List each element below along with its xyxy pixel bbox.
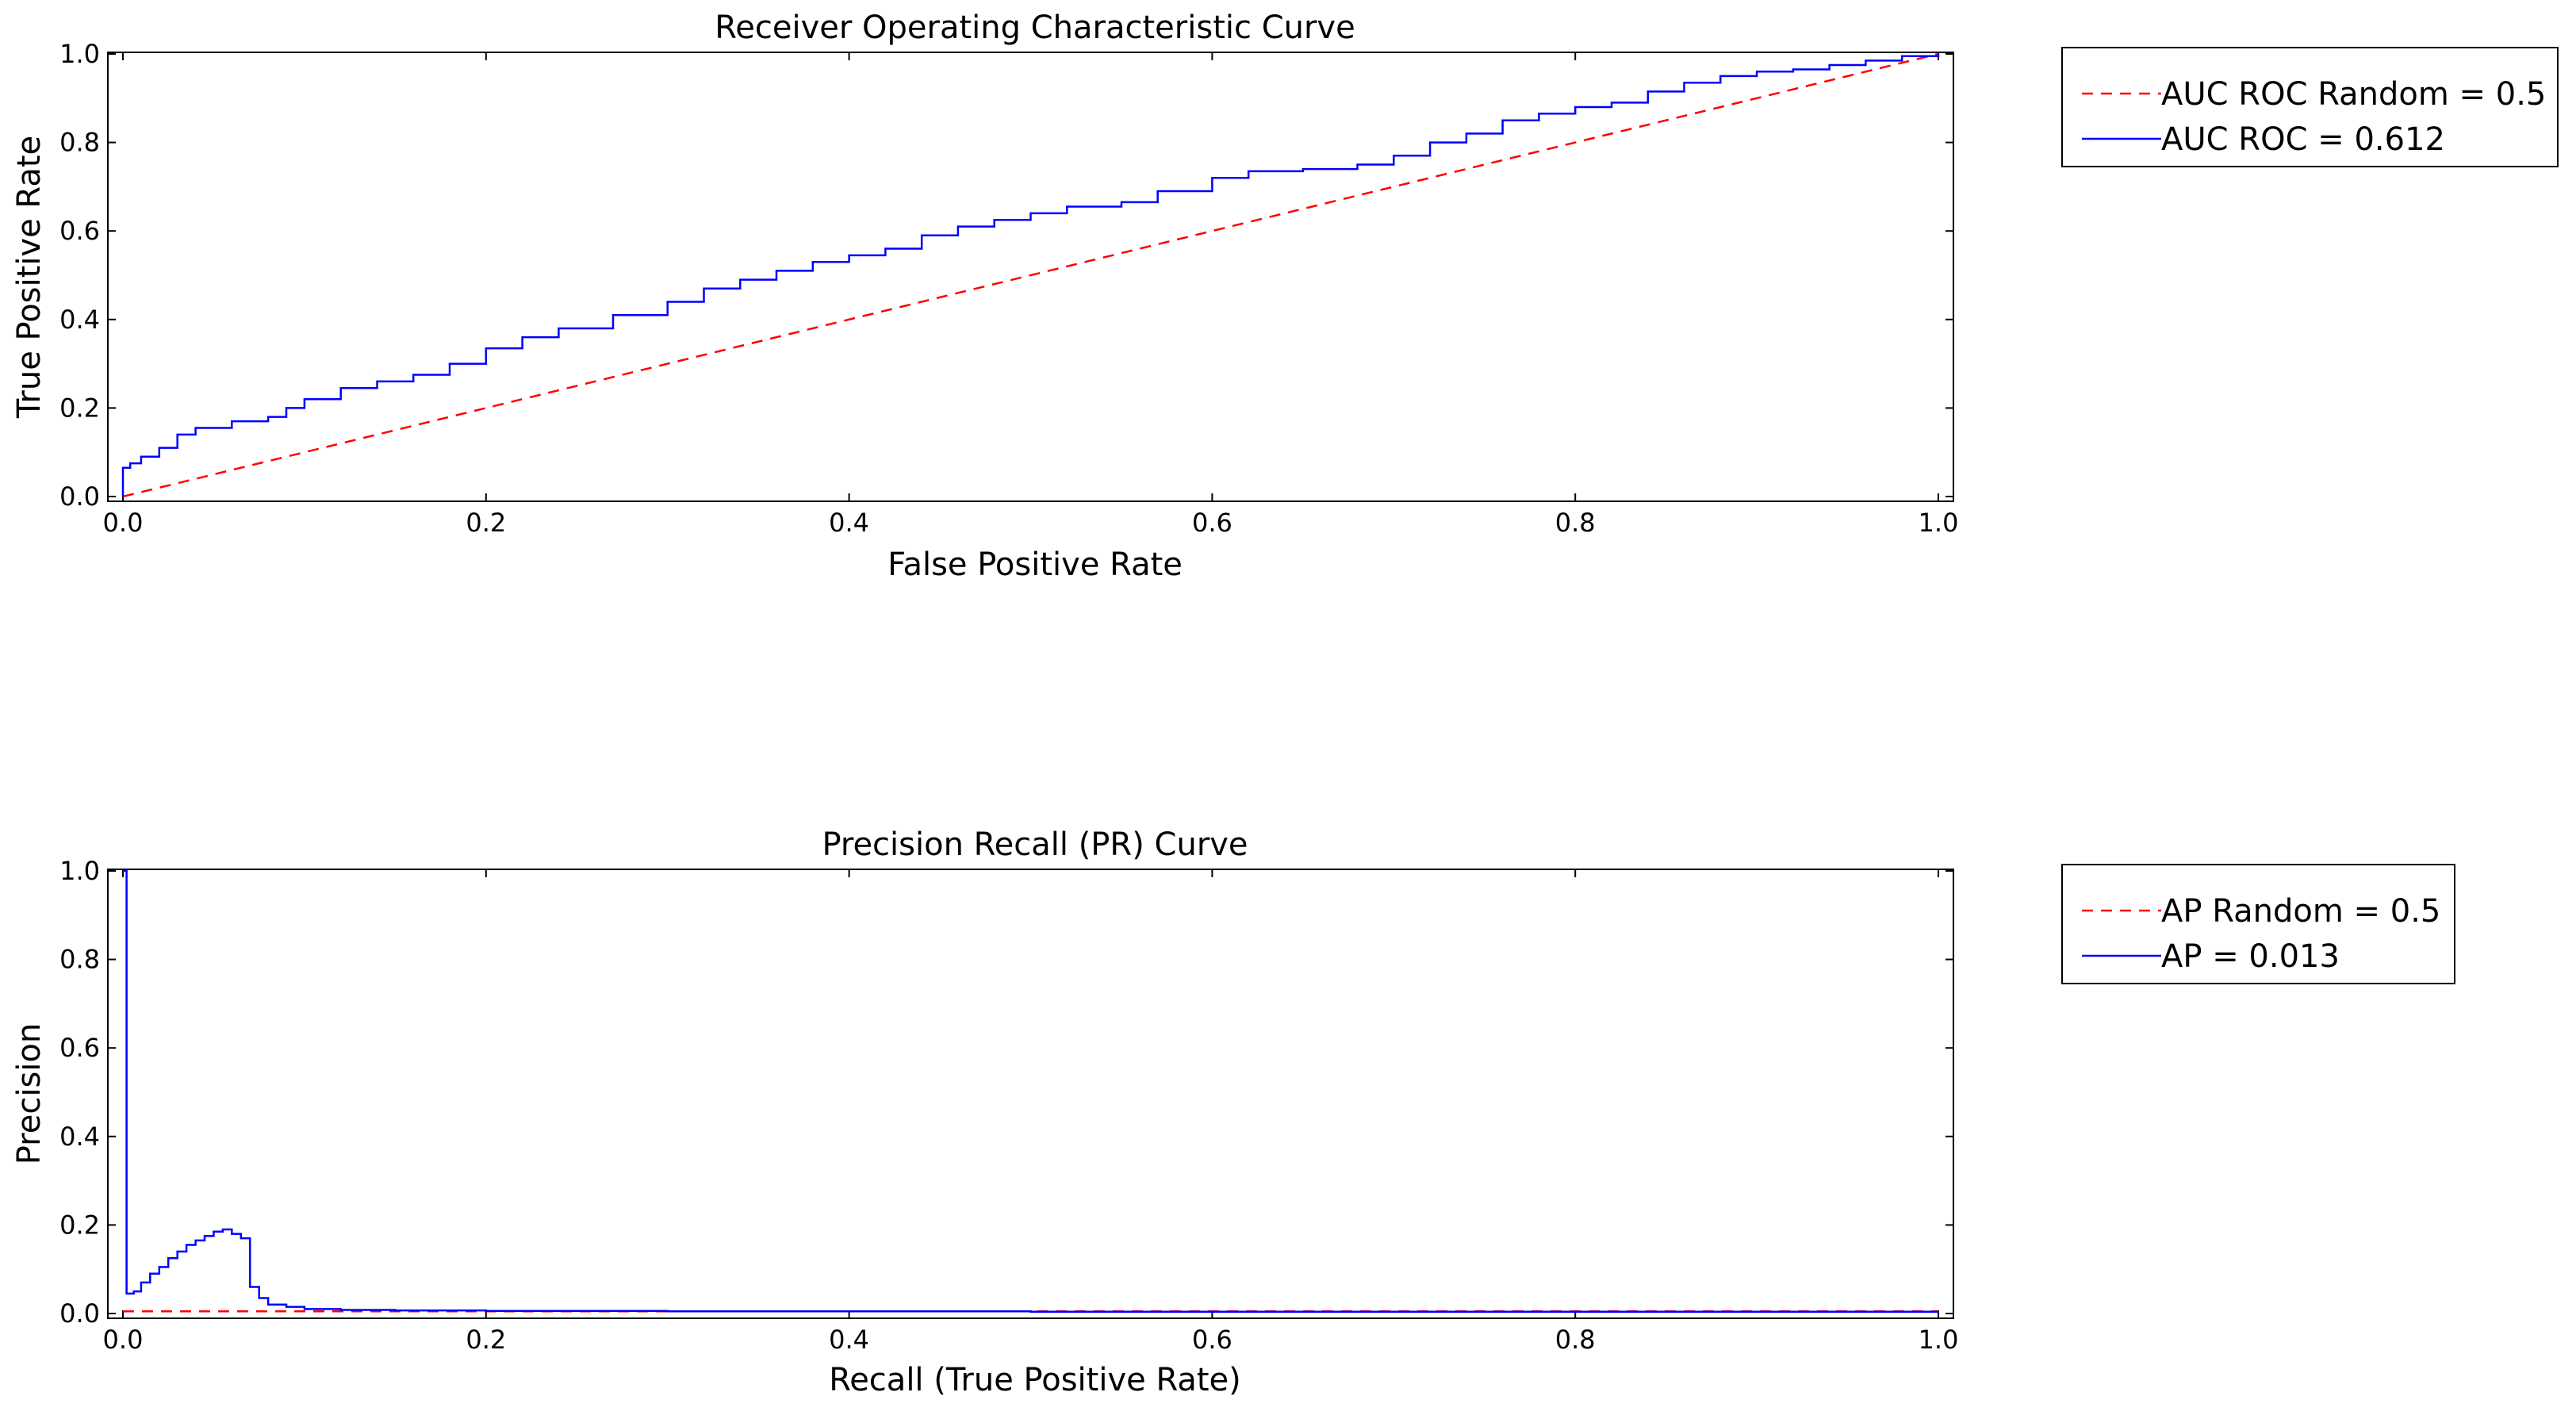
- roc-y-tick-label: 0.0: [59, 481, 100, 512]
- roc-legend-label-model: AUC ROC = 0.612: [2161, 121, 2445, 158]
- pr-y-tick-label: 0.4: [59, 1122, 100, 1152]
- roc-plot-frame: [107, 52, 1954, 502]
- pr-x-tick-label: 0.8: [1555, 1325, 1596, 1355]
- pr-x-tick-label: 1.0: [1919, 1325, 1959, 1355]
- roc-y-axis-label: True Positive Rate: [11, 136, 48, 419]
- pr-panel: Precision Recall (PR) Curve 0.0 0.2 0.4 0.6…: [11, 826, 2455, 1398]
- roc-legend-box: [2061, 47, 2559, 167]
- roc-x-tick-label: 0.6: [1192, 508, 1232, 538]
- roc-series-line-random: [122, 52, 1939, 498]
- roc-y-tick-label: 0.2: [59, 393, 100, 423]
- roc-y-tick-label: 0.4: [59, 305, 100, 335]
- pr-x-tick-label: 0.6: [1192, 1325, 1232, 1355]
- roc-x-tick-label: 0.4: [829, 508, 869, 538]
- pr-plot-frame: [107, 869, 1954, 1319]
- roc-x-axis-label: False Positive Rate: [887, 547, 1183, 583]
- roc-title: Receiver Operating Characteristic Curve: [715, 10, 1355, 46]
- pr-y-tick-label: 0.8: [59, 945, 100, 975]
- pr-y-axis-label: Precision: [11, 1023, 48, 1164]
- roc-y-tick-label: 1.0: [59, 39, 100, 69]
- roc-ticks: 0.0 0.2 0.4 0.6 0.8 1.0 0.0 0.2 0.4 0.6 0.8 1.0: [59, 39, 1958, 538]
- roc-series: [121, 52, 1940, 498]
- pr-ticks: 0.0 0.2 0.4 0.6 0.8 1.0 0.0 0.2 0.4 0.6 0.8 1.0: [59, 856, 1958, 1355]
- roc-x-tick-label: 0.0: [103, 508, 144, 538]
- roc-panel: Receiver Operating Characteristic Curve …: [11, 10, 2559, 583]
- pr-legend: AP Random = 0.5 AP = 0.013: [2061, 864, 2455, 984]
- roc-x-tick-label: 1.0: [1919, 508, 1959, 538]
- pr-title: Precision Recall (PR) Curve: [822, 826, 1248, 863]
- pr-y-tick-label: 0.6: [59, 1033, 100, 1063]
- pr-x-tick-label: 0.0: [103, 1325, 144, 1355]
- roc-series-line-model: [121, 54, 1940, 497]
- roc-legend: AUC ROC Random = 0.5 AUC ROC = 0.612: [2061, 47, 2559, 167]
- pr-x-axis-label: Recall (True Positive Rate): [829, 1362, 1241, 1398]
- pr-legend-box: [2061, 864, 2455, 984]
- roc-y-tick-label: 0.8: [59, 128, 100, 158]
- pr-y-tick-label: 0.2: [59, 1210, 100, 1240]
- pr-legend-label-random: AP Random = 0.5: [2161, 893, 2440, 930]
- roc-legend-label-random: AUC ROC Random = 0.5: [2161, 76, 2546, 113]
- roc-y-tick-label: 0.6: [59, 216, 100, 246]
- roc-x-tick-label: 0.2: [466, 508, 506, 538]
- roc-x-tick-label: 0.8: [1555, 508, 1596, 538]
- pr-y-tick-label: 0.0: [59, 1298, 100, 1329]
- pr-y-tick-label: 1.0: [59, 856, 100, 886]
- pr-legend-label-model: AP = 0.013: [2161, 938, 2340, 975]
- pr-x-tick-label: 0.2: [466, 1325, 506, 1355]
- pr-series: [123, 869, 1938, 1314]
- pr-series-line-model: [123, 869, 1938, 1314]
- pr-x-tick-label: 0.4: [829, 1325, 869, 1355]
